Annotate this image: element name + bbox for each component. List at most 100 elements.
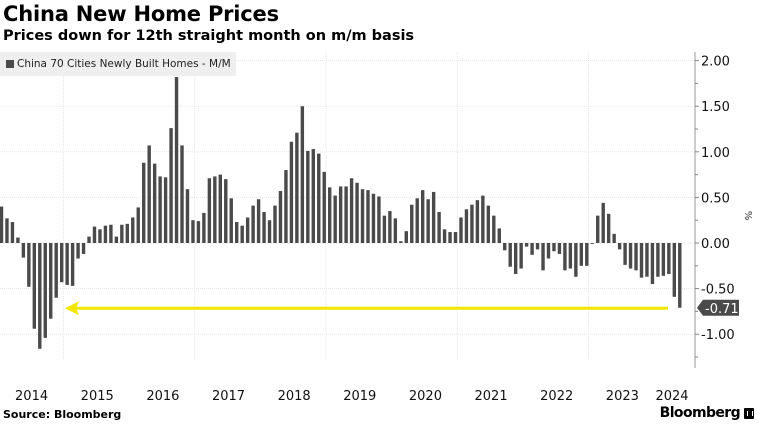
bar bbox=[54, 243, 58, 298]
bar bbox=[459, 217, 463, 243]
bar bbox=[667, 243, 671, 275]
y-tick-label: 1.50 bbox=[701, 100, 730, 115]
bar bbox=[563, 243, 567, 271]
bar bbox=[349, 178, 354, 243]
bar bbox=[174, 77, 179, 244]
bar bbox=[552, 243, 556, 252]
bar bbox=[464, 209, 469, 243]
bar bbox=[229, 198, 233, 243]
bar bbox=[27, 243, 31, 287]
bar bbox=[43, 243, 47, 338]
bar bbox=[508, 243, 512, 267]
bar bbox=[163, 177, 168, 243]
bar bbox=[393, 218, 398, 243]
source-note: Source: Bloomberg bbox=[3, 408, 122, 421]
y-tick-label: 2.00 bbox=[701, 55, 730, 70]
y-tick-label: -0.50 bbox=[701, 283, 735, 298]
bar bbox=[202, 212, 206, 243]
bar bbox=[273, 205, 277, 243]
bar bbox=[650, 243, 655, 285]
bar bbox=[420, 190, 425, 243]
bar bbox=[218, 174, 222, 243]
y-tick-label: 0.00 bbox=[701, 237, 730, 252]
bar bbox=[240, 225, 244, 243]
x-tick-label: 2016 bbox=[146, 389, 179, 404]
bar bbox=[639, 243, 644, 278]
bar bbox=[535, 243, 540, 250]
bar bbox=[497, 228, 501, 243]
bar bbox=[442, 229, 447, 243]
x-tick-label: 2019 bbox=[343, 389, 376, 404]
bar bbox=[300, 106, 305, 243]
bar bbox=[87, 236, 91, 243]
bar bbox=[169, 128, 173, 243]
bar bbox=[541, 243, 545, 271]
bar bbox=[81, 243, 86, 254]
bar bbox=[590, 243, 594, 244]
bar bbox=[437, 211, 441, 243]
bar bbox=[519, 243, 523, 269]
chart-subtitle: Prices down for 12th straight month on m… bbox=[3, 28, 415, 44]
bar bbox=[328, 187, 332, 243]
bar bbox=[513, 243, 518, 275]
bar bbox=[311, 149, 315, 243]
bar bbox=[213, 176, 217, 243]
bar bbox=[131, 217, 135, 243]
bar bbox=[185, 189, 190, 243]
bar bbox=[103, 225, 108, 243]
bar bbox=[224, 179, 228, 243]
bar bbox=[606, 213, 611, 243]
bar bbox=[256, 199, 261, 243]
bar bbox=[388, 211, 392, 243]
bar bbox=[114, 236, 119, 243]
bar bbox=[317, 153, 321, 243]
bar bbox=[125, 223, 130, 243]
x-tick-label: 2024 bbox=[655, 389, 688, 404]
bar bbox=[656, 243, 660, 277]
x-tick-label: 2020 bbox=[409, 389, 442, 404]
bar bbox=[65, 243, 69, 285]
x-tick-label: 2021 bbox=[475, 389, 508, 404]
bar bbox=[634, 243, 638, 271]
bar bbox=[382, 215, 387, 243]
y-tick-label: 1.00 bbox=[701, 146, 730, 161]
bar bbox=[453, 232, 458, 243]
bar bbox=[360, 189, 365, 243]
bar bbox=[404, 231, 408, 243]
bar bbox=[196, 221, 201, 243]
bar bbox=[207, 178, 212, 243]
arrow-head bbox=[65, 301, 79, 316]
bar bbox=[645, 243, 649, 277]
bar bbox=[70, 243, 75, 286]
bar bbox=[470, 204, 474, 243]
x-tick-label: 2018 bbox=[278, 389, 311, 404]
y-tick-label: -1.00 bbox=[701, 328, 735, 343]
bar bbox=[21, 243, 26, 258]
bar bbox=[612, 233, 616, 243]
bar bbox=[158, 176, 162, 243]
bar bbox=[546, 243, 551, 259]
bar bbox=[338, 186, 343, 243]
bar bbox=[284, 170, 288, 243]
bar bbox=[109, 224, 113, 243]
bar bbox=[371, 193, 376, 243]
y-tick-label: 0.50 bbox=[701, 191, 730, 206]
bar bbox=[289, 141, 294, 243]
legend: China 70 Cities Newly Built Homes - M/M bbox=[0, 52, 236, 76]
bar bbox=[596, 215, 600, 243]
annotations: -0.71 bbox=[65, 299, 739, 317]
bar bbox=[426, 199, 430, 243]
bar bbox=[16, 237, 20, 243]
bar bbox=[678, 243, 682, 308]
last-value-label: -0.71 bbox=[705, 302, 739, 317]
bar bbox=[322, 171, 326, 243]
x-tick-label: 2015 bbox=[81, 389, 114, 404]
bar bbox=[147, 145, 151, 243]
bar bbox=[410, 204, 414, 243]
bar bbox=[530, 243, 534, 255]
bar bbox=[333, 195, 337, 243]
bar bbox=[628, 243, 633, 269]
bar bbox=[267, 220, 272, 243]
bar bbox=[366, 190, 370, 243]
